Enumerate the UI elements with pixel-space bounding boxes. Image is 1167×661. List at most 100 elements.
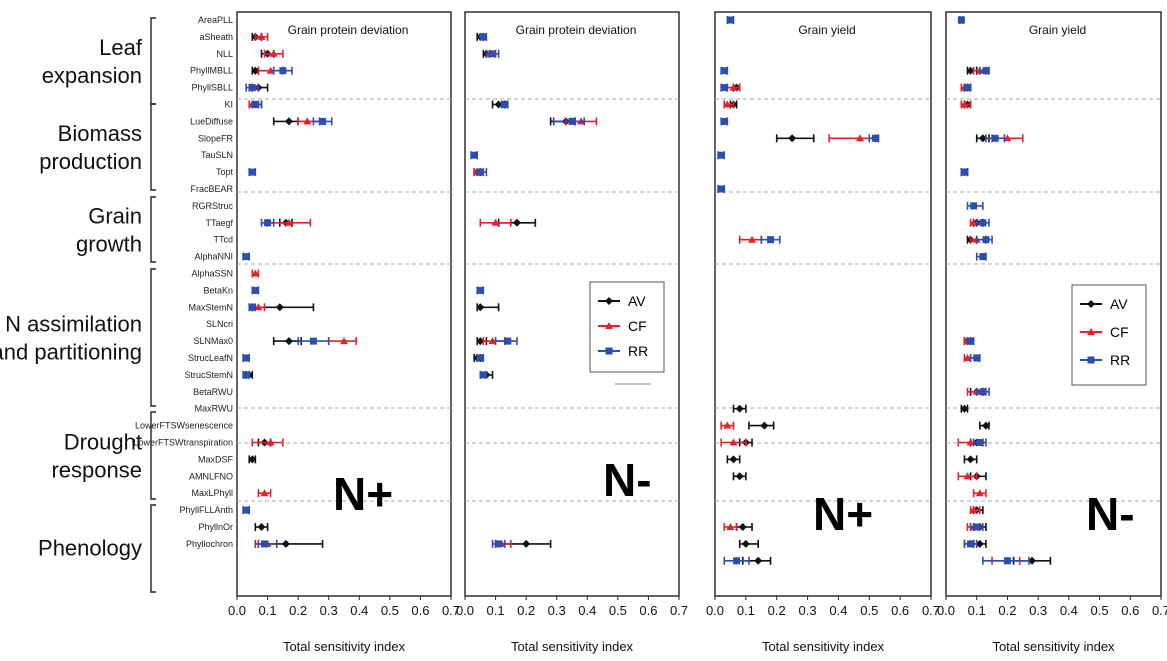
group-label: Biomass production [39, 121, 142, 174]
data-point-av [960, 404, 969, 413]
x-tick-label: 0.7 [1152, 603, 1167, 618]
data-point-rr [723, 556, 750, 565]
data-point-cf [960, 100, 972, 109]
data-point-rr [248, 303, 257, 312]
legend-label: AV [1110, 296, 1128, 312]
data-point-rr [242, 370, 251, 379]
data-point-rr [717, 151, 726, 160]
legend-item-cf: CF [1080, 324, 1129, 340]
panel-frame [945, 11, 1162, 597]
data-point-rr [960, 168, 969, 177]
group-bracket [150, 411, 156, 500]
data-point-rr [476, 168, 488, 177]
data-point-cf [720, 438, 747, 447]
data-point-rr [720, 66, 729, 75]
parameter-label: LueDiffuse [190, 116, 233, 126]
x-tick-label: 0.1 [737, 603, 755, 618]
group-label: Grain growth [76, 204, 142, 257]
data-point-cf [723, 523, 738, 531]
data-point-rr [500, 100, 509, 109]
data-point-cf [957, 472, 978, 481]
parameter-label: SlopeFR [198, 133, 234, 143]
data-point-rr [312, 117, 333, 126]
x-tick-label: 0.2 [517, 603, 535, 618]
panel-tag: N+ [813, 488, 873, 540]
data-point-av [738, 539, 760, 548]
data-point-rr [485, 49, 500, 58]
x-tick-label: 0.6 [1121, 603, 1139, 618]
data-point-av [272, 117, 299, 126]
panel: Grain protein deviation N+ 0.0 0.1 0.2 0.3 0.4… [228, 11, 460, 654]
x-tick-label: 0.4 [1060, 603, 1078, 618]
panel: Grain yield N- 0.0 0.1 0.2 0.3 0.4 0.5 0.6 0.7 Tot… [937, 11, 1167, 654]
data-point-av [476, 303, 500, 312]
legend-label: AV [628, 293, 646, 309]
x-tick-label: 0.2 [998, 603, 1016, 618]
parameter-label: FracBEAR [190, 184, 233, 194]
group-bracket [150, 268, 156, 407]
data-point-rr [982, 556, 1030, 565]
legend-label: RR [628, 343, 648, 359]
data-point-cf [479, 218, 512, 227]
panel-frame [464, 11, 680, 597]
parameter-label: StrucLeafN [188, 353, 233, 363]
x-tick-label: 0.4 [350, 603, 368, 618]
data-point-rr [242, 252, 251, 261]
x-tick-label: 0.3 [799, 603, 817, 618]
panel-tag: N- [1086, 488, 1135, 540]
data-point-rr [491, 539, 506, 548]
data-point-rr [975, 387, 990, 396]
x-tick-label: 0.3 [320, 603, 338, 618]
parameter-label: LowerFTSWsenescence [135, 421, 233, 431]
x-tick-label: 0.4 [829, 603, 847, 618]
x-axis-label: Total sensitivity index [283, 639, 406, 654]
data-point-cf [327, 337, 358, 346]
x-tick-label: 0.2 [768, 603, 786, 618]
x-tick-label: 0.7 [442, 603, 460, 618]
group-bracket [150, 196, 156, 263]
panels: Grain protein deviation N+ 0.0 0.1 0.2 0.3 0.4… [228, 11, 1167, 654]
panel: Grain yield N+ 0.0 0.1 0.2 0.3 0.4 0.5 0.6 0.7 Tot… [706, 11, 940, 654]
legend-item-rr: RR [1080, 352, 1130, 368]
parameter-label: AlphaSSN [191, 269, 233, 279]
parameter-label: PhyllSBLL [191, 83, 233, 93]
legend-item-rr: RR [598, 343, 648, 359]
x-tick-label: 0.7 [922, 603, 940, 618]
panel-title: Grain protein deviation [516, 23, 637, 37]
x-tick-label: 0.0 [706, 603, 724, 618]
data-point-rr [963, 83, 972, 92]
legend-item-cf: CF [598, 318, 647, 334]
data-point-rr [476, 354, 485, 362]
data-point-av [272, 337, 303, 346]
x-axis-label: Total sensitivity index [511, 639, 634, 654]
x-tick-label: 0.6 [411, 603, 429, 618]
data-point-rr [975, 235, 993, 244]
data-point-cf [972, 489, 987, 498]
parameter-label: AreaPLL [198, 15, 233, 25]
data-point-av [963, 455, 978, 464]
legend-item-av: AV [1080, 296, 1128, 312]
panel-tag: N- [603, 454, 652, 506]
data-point-rr [494, 337, 518, 346]
data-point-av [978, 421, 990, 430]
data-point-rr [985, 134, 1006, 143]
parameter-label: TTaegf [205, 218, 233, 228]
legend-label: CF [1110, 324, 1129, 340]
group-bracket [150, 504, 156, 593]
parameter-label: TauSLN [201, 150, 233, 160]
data-point-rr [966, 337, 975, 346]
parameter-label: PhyllFLLAnth [179, 505, 233, 515]
panel-tag: N+ [333, 468, 393, 520]
data-point-rr [470, 151, 479, 160]
parameter-label: MaxLPhyll [191, 488, 233, 498]
data-point-rr [720, 83, 729, 92]
panel-frame [236, 11, 452, 597]
data-point-cf [723, 100, 735, 109]
x-tick-label: 0.0 [228, 603, 246, 618]
panel-title: Grain protein deviation [288, 23, 409, 37]
parameter-label: SLNcri [206, 319, 233, 329]
data-point-rr [476, 286, 485, 295]
data-point-rr [251, 286, 260, 295]
parameter-label: PhyllMBLL [190, 66, 233, 76]
